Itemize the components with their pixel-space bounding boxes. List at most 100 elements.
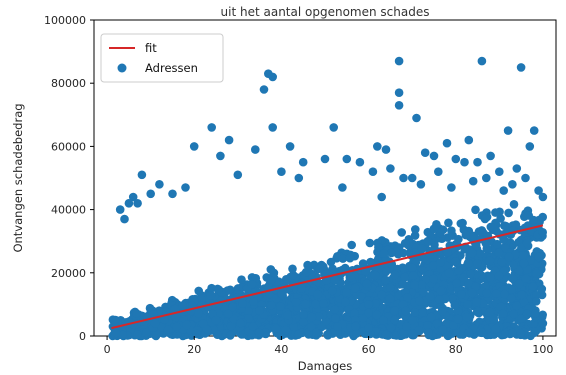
scatter-point	[500, 221, 509, 230]
scatter-point	[385, 283, 395, 293]
legend-fit-label: fit	[145, 41, 157, 55]
scatter-point	[537, 285, 546, 295]
scatter-point	[436, 228, 445, 238]
scatter-point	[472, 297, 482, 307]
scatter-point	[454, 234, 463, 244]
scatter-point	[434, 295, 444, 304]
scatter-point	[293, 330, 303, 340]
scatter-point	[381, 275, 390, 285]
scatter-point	[160, 315, 169, 324]
y-tick-label: 20000	[51, 267, 86, 280]
scatter-point	[407, 263, 417, 273]
scatter-point	[303, 260, 312, 270]
scatter-point	[251, 145, 260, 154]
scatter-point	[477, 56, 487, 66]
scatter-point	[319, 299, 328, 308]
scatter-point	[472, 259, 482, 268]
scatter-point	[429, 261, 438, 270]
scatter-point	[466, 269, 475, 279]
scatter-point	[255, 306, 264, 316]
scatter-point	[283, 310, 293, 320]
scatter-point	[168, 189, 177, 199]
scatter-point	[371, 299, 380, 308]
scatter-point	[532, 290, 541, 300]
scatter-point	[402, 322, 411, 331]
scatter-point	[522, 238, 532, 248]
scatter-point	[415, 296, 424, 306]
x-axis: 0 20 40 60 80 100	[104, 336, 553, 356]
scatter-point	[342, 154, 352, 164]
scatter-point	[314, 312, 324, 321]
scatter-point	[248, 322, 258, 331]
scatter-point	[447, 183, 456, 192]
scatter-point	[447, 226, 456, 235]
scatter-point	[410, 308, 420, 317]
scatter-point	[436, 286, 446, 296]
scatter-point	[277, 289, 287, 299]
scatter-point	[467, 288, 477, 298]
scatter-point	[338, 183, 347, 192]
scatter-point	[443, 247, 453, 257]
scatter-point	[228, 302, 237, 312]
scatter-point	[519, 297, 529, 307]
scatter-point	[342, 287, 351, 297]
scatter-point	[368, 167, 378, 176]
scatter-point	[517, 290, 526, 300]
scatter-point	[236, 318, 245, 328]
scatter-point	[534, 252, 543, 262]
scatter-point	[417, 280, 427, 290]
scatter-point	[460, 157, 469, 167]
scatter-point	[503, 126, 513, 135]
scatter-point	[370, 270, 380, 280]
plot-area	[93, 19, 557, 341]
scatter-point	[516, 329, 526, 338]
scatter-point	[529, 319, 538, 328]
y-tick-label: 100000	[44, 14, 86, 27]
scatter-point	[355, 157, 365, 167]
scatter-point	[269, 268, 279, 278]
scatter-point	[264, 69, 273, 78]
scatter-point	[518, 250, 528, 260]
scatter-point	[390, 306, 400, 316]
scatter-point	[538, 319, 548, 328]
y-tick-label: 80000	[51, 77, 86, 90]
scatter-point	[211, 315, 221, 325]
scatter-point	[514, 266, 524, 275]
scatter-point	[486, 151, 495, 161]
scatter-point	[172, 322, 182, 331]
scatter-point	[451, 154, 461, 164]
scatter-point	[429, 274, 438, 284]
scatter-point	[341, 297, 350, 307]
scatter-point	[301, 267, 311, 277]
scatter-point	[407, 173, 417, 183]
scatter-point	[525, 142, 535, 151]
scatter-point	[307, 322, 316, 332]
scatter-point	[494, 248, 504, 258]
scatter-point	[508, 328, 517, 338]
scatter-point	[423, 321, 432, 330]
scatter-point	[399, 173, 408, 183]
scatter-point	[329, 123, 339, 132]
scatter-point	[521, 173, 530, 183]
scatter-point	[521, 274, 531, 284]
chart-title: uit het aantal opgenomen schades	[221, 5, 430, 19]
scatter-point	[387, 248, 396, 258]
y-tick-label: 0	[79, 330, 86, 343]
scatter-point	[285, 142, 295, 151]
scatter-point	[171, 312, 181, 322]
scatter-point	[364, 300, 373, 309]
scatter-point	[442, 319, 451, 328]
scatter-point	[474, 227, 484, 236]
scatter-point	[450, 300, 460, 310]
scatter-point	[400, 272, 410, 282]
scatter-point	[178, 301, 187, 310]
scatter-point	[462, 312, 472, 322]
scatter-point	[110, 316, 120, 325]
scatter-point	[400, 239, 410, 248]
scatter-point	[464, 328, 474, 338]
scatter-point	[468, 176, 478, 186]
scatter-point	[244, 314, 253, 323]
scatter-point	[457, 290, 466, 299]
scatter-point	[429, 151, 439, 161]
